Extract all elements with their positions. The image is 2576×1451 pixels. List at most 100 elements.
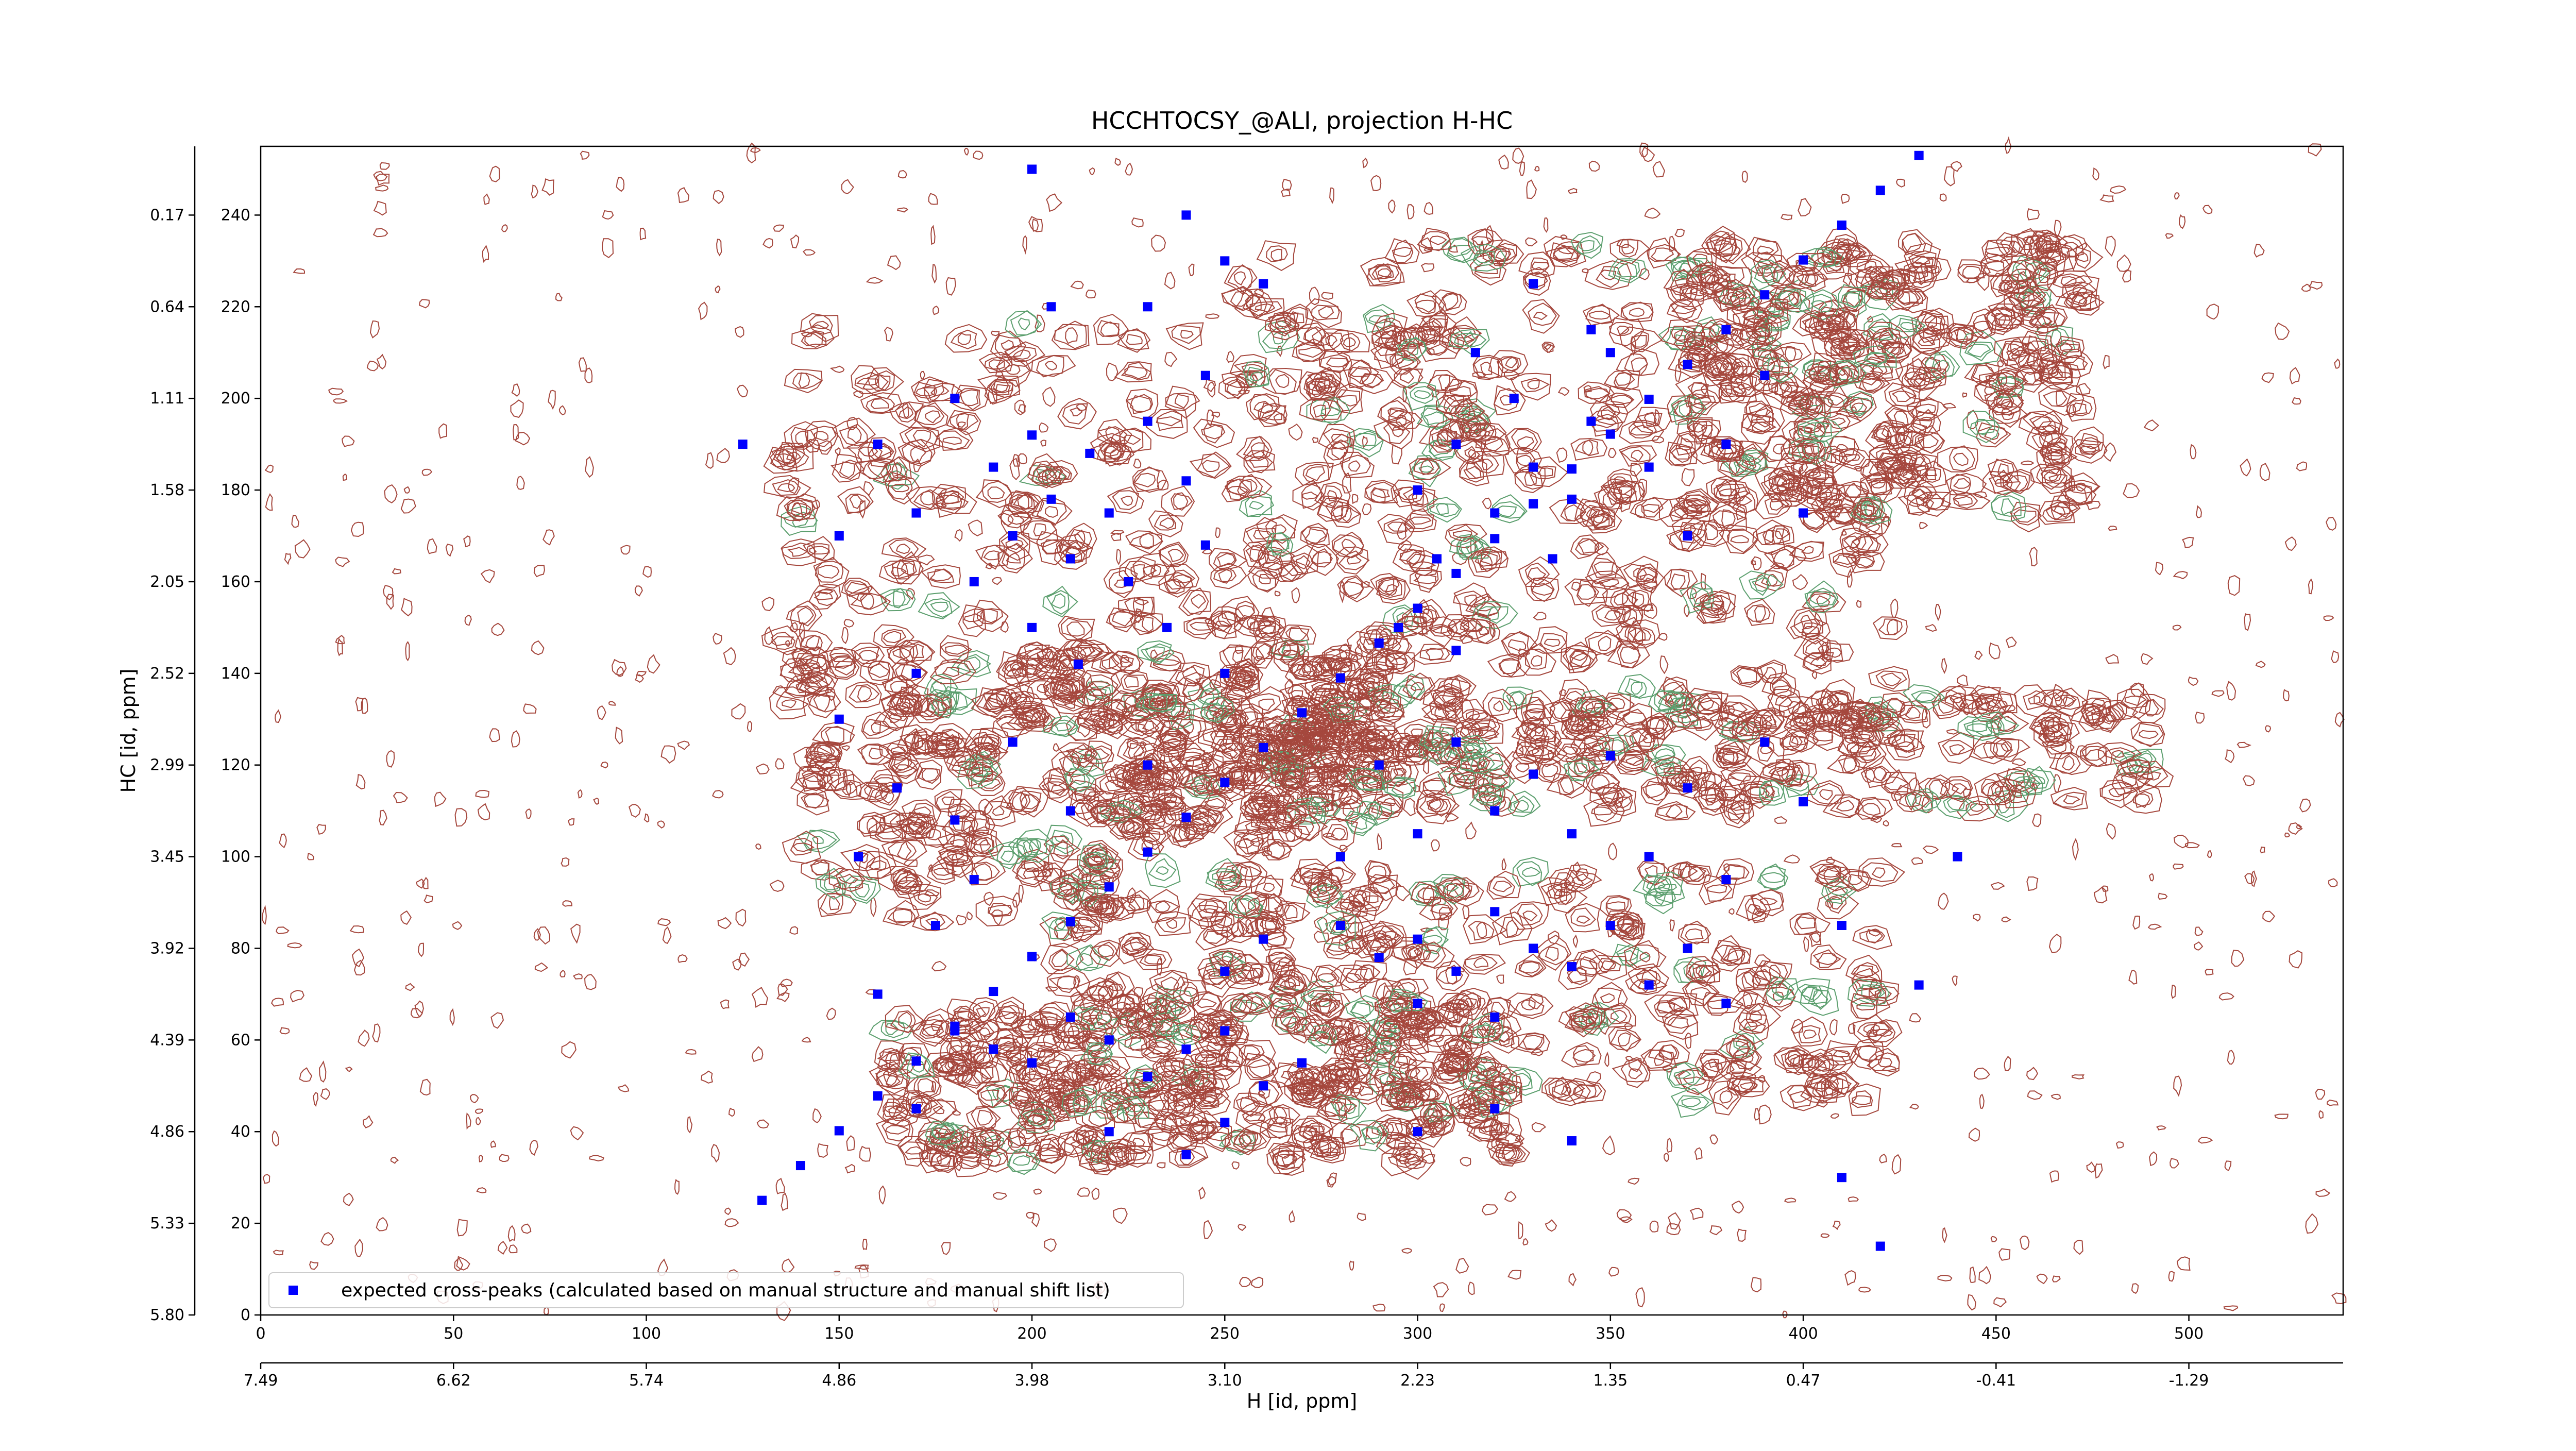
contour (1361, 373, 1384, 389)
contour (1215, 862, 1253, 896)
contour (2051, 687, 2089, 717)
contour (1305, 776, 1325, 787)
contour (584, 456, 594, 478)
contour (1639, 142, 1649, 158)
contour (1801, 622, 1822, 640)
contour (1698, 699, 1720, 712)
contour (1121, 496, 1133, 507)
contour (1240, 866, 1262, 878)
contour (1491, 1031, 1515, 1048)
contour (1238, 1134, 1252, 1148)
contour (1272, 760, 1291, 775)
contour (1737, 1228, 1747, 1242)
contour (1605, 896, 1629, 916)
contour (342, 435, 355, 447)
contour (353, 959, 365, 976)
contour (1949, 744, 1965, 755)
contour (814, 588, 839, 606)
contour (534, 962, 549, 972)
contour (1127, 1103, 1143, 1112)
contour (1638, 267, 1650, 280)
contour (284, 552, 292, 565)
contour (1249, 545, 1264, 564)
contour (2334, 712, 2345, 728)
contour (1651, 435, 1665, 444)
contour (1093, 314, 1129, 345)
contour (1216, 553, 1236, 567)
contour (1491, 1002, 1505, 1018)
contour (1364, 481, 1398, 504)
contour (1326, 942, 1351, 952)
contour (1631, 357, 1649, 373)
contour (912, 429, 931, 448)
contour (1855, 710, 1874, 722)
contour (376, 1217, 388, 1231)
contour (1059, 750, 1081, 775)
contour (525, 808, 532, 819)
contour (1725, 789, 1754, 824)
contour (390, 1156, 399, 1164)
contour (829, 365, 845, 373)
contour (570, 923, 581, 944)
contour (905, 486, 947, 511)
contour (1552, 1080, 1584, 1102)
contour (2002, 778, 2037, 808)
contour (1473, 726, 1500, 742)
contour (1914, 692, 1937, 702)
contour (1248, 456, 1269, 468)
contour (817, 1143, 828, 1158)
contour (1018, 1108, 1055, 1129)
contour (1091, 1150, 1117, 1173)
contour (1533, 312, 1548, 320)
contour (1348, 671, 1389, 702)
contour (1277, 1150, 1290, 1159)
contour (1937, 1275, 1953, 1281)
contour (531, 184, 538, 199)
contour (1465, 543, 1479, 553)
contour (1073, 975, 1080, 988)
contour (1252, 968, 1264, 979)
contour (1383, 326, 1427, 357)
contour (1275, 1008, 1301, 1032)
contour (1553, 872, 1575, 893)
contour (1345, 900, 1368, 917)
contour (2099, 194, 2114, 203)
contour (940, 1059, 955, 1074)
contour (1833, 554, 1857, 565)
contour (2049, 1170, 2059, 1183)
contour (1836, 705, 1869, 731)
contour (897, 170, 907, 179)
contour (1429, 799, 1448, 813)
contour (294, 539, 311, 559)
contour (1126, 1133, 1152, 1154)
contour (1698, 965, 1713, 979)
contour (1868, 666, 1910, 692)
contour (930, 601, 949, 613)
contour (2128, 969, 2138, 985)
contour (1410, 385, 1434, 404)
contour (1372, 703, 1404, 721)
contour (1872, 1028, 1893, 1037)
contour (507, 1225, 516, 1242)
contour (1631, 681, 1643, 695)
contour (941, 1242, 951, 1255)
contour (850, 593, 888, 610)
contour (1516, 861, 1543, 886)
contour (1090, 1092, 1133, 1119)
contour (1667, 1017, 1689, 1029)
contour (1504, 428, 1542, 455)
contour (1173, 569, 1196, 588)
contour (1482, 1204, 1499, 1216)
contour (1031, 1212, 1040, 1227)
contour (1214, 664, 1251, 691)
contour (984, 891, 994, 906)
contour (1151, 766, 1174, 786)
contour (1738, 722, 1755, 736)
contour (1396, 885, 1411, 902)
contour (1677, 755, 1713, 788)
contour (1698, 779, 1728, 813)
contour (1670, 573, 1686, 590)
contour (1415, 326, 1439, 346)
contour (372, 1023, 381, 1043)
contour (1238, 1224, 1247, 1231)
